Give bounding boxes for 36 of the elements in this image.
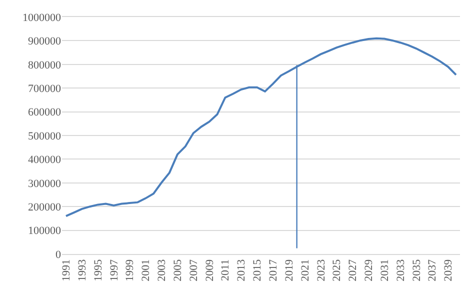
y-tick-label: 0 [56,248,62,261]
x-tick-label: 2021 [299,259,312,282]
y-tick-label: 200000 [28,201,62,214]
x-tick-label: 1997 [108,258,120,282]
y-tick-label: 1000000 [22,12,62,24]
y-tick-label: 100000 [28,225,62,238]
y-tick-label: 700000 [28,82,62,95]
x-tick-label: 2015 [252,258,264,282]
x-tick-label: 1993 [76,258,88,282]
y-tick-label: 800000 [28,59,62,72]
x-tick-label: 1991 [60,259,73,282]
y-tick-label: 300000 [28,178,62,190]
x-tick-label: 2031 [378,259,391,282]
x-tick-label: 2027 [347,258,360,282]
x-tick-label: 2033 [394,258,407,282]
x-tick-label: 1995 [92,258,104,282]
x-tick-label: 2029 [363,258,376,282]
x-tick-label: 2009 [204,258,216,282]
x-tick-label: 2023 [315,258,328,282]
x-tick-label: 2003 [156,258,168,282]
x-tick-label: 2037 [426,258,439,282]
x-tick-label: 1999 [124,258,136,282]
y-tick-label: 500000 [28,130,62,142]
x-tick-label: 2007 [188,258,200,282]
x-tick-label: 2019 [283,258,296,282]
x-tick-label: 2039 [442,258,455,282]
y-tick-label: 900000 [28,36,62,48]
x-tick-label: 2005 [172,258,184,282]
x-tick-label: 2001 [140,259,152,282]
y-tick-label: 600000 [28,106,62,119]
x-tick-label: 2013 [236,258,248,282]
x-tick-label: 2035 [410,258,423,282]
x-tick-label: 2025 [331,258,344,282]
x-tick-label: 2017 [268,258,280,282]
x-tick-label: 2011 [220,259,232,281]
y-tick-label: 400000 [28,154,62,166]
